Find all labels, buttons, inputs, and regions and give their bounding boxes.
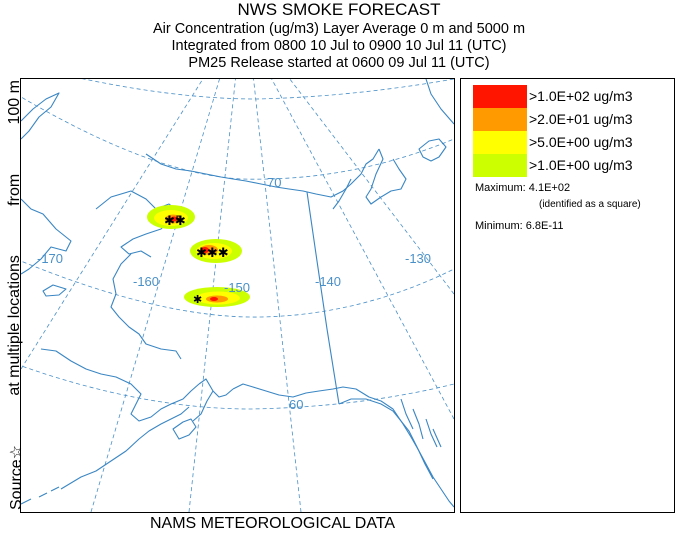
arctic-coast: [145, 148, 380, 198]
legend-swatch-yellow: [473, 131, 527, 154]
source-star-central: ✱✱✱: [196, 246, 229, 261]
yukon-delta-coast: [110, 253, 182, 360]
legend-swatch-orange: [473, 108, 527, 131]
yukon-river: [332, 178, 352, 210]
legend-swatch-lime: [473, 154, 527, 177]
latitude-60-line: [21, 365, 454, 410]
southeast-alaska-islands: [400, 398, 442, 448]
canada-arctic-coast: [425, 79, 454, 125]
aleutian-islands: [21, 486, 60, 505]
coastlines: [21, 79, 454, 508]
source-star-north: ✱✱: [164, 214, 186, 229]
longitude-minus130-line: [271, 79, 454, 420]
concentration-layer-subtitle: Air Concentration (ug/m3) Layer Average …: [152, 21, 526, 37]
chukotka-coast: [21, 198, 72, 275]
border-141-meridian: [306, 191, 340, 405]
latitude-inner-line: [82, 79, 454, 100]
lon-minus150-label: -150: [224, 280, 250, 295]
st-lawrence-island: [42, 284, 67, 297]
legend-swatch-red: [473, 85, 527, 108]
minimum-value: Minimum: 6.8E-11: [475, 220, 564, 232]
kodiak-island: [172, 418, 197, 440]
lat-70-label: 70: [267, 175, 281, 190]
plume-south: [184, 287, 250, 307]
latitude-70-line: [21, 96, 454, 180]
legend-label-gt-5e00: >5.0E+00 ug/m3: [529, 134, 633, 150]
gulf-of-alaska-coast: [232, 383, 454, 508]
border-southeast-panhandle: [338, 398, 434, 480]
lon-minus140-label: -140: [315, 274, 341, 289]
legend-panel: >1.0E+02 ug/m3 >2.0E+01 ug/m3 >5.0E+00 u…: [460, 78, 675, 513]
legend-label-gt-1e02: >1.0E+02 ug/m3: [529, 88, 633, 104]
smoke-plumes: [147, 205, 250, 307]
alaska-smoke-map: ✱✱ ✱✱✱ ✱ 70 60 -170 -160 -150 -140 -130: [21, 79, 454, 512]
maximum-value: Maximum: 4.1E+02: [475, 182, 571, 194]
canadian-islands: [418, 138, 447, 162]
alaska-peninsula-coast: [60, 406, 190, 490]
release-start-subtitle: PM25 Release started at 0600 09 Jul 11 (…: [188, 55, 490, 71]
graticule: [21, 79, 454, 512]
lon-minus130-label: -130: [405, 251, 431, 266]
legend-label-gt-1e00: >1.0E+00 ug/m3: [529, 157, 633, 173]
lon-minus160-label: -160: [133, 274, 159, 289]
longitude-minus140-line: [253, 79, 302, 512]
bristol-bay-coast: [40, 348, 200, 422]
maximum-square-marker: [176, 215, 182, 221]
map-panel[interactable]: ✱✱ ✱✱✱ ✱ 70 60 -170 -160 -150 -140 -130: [20, 78, 455, 513]
lon-minus170-label: -170: [37, 251, 63, 266]
longitude-minus160-line: [90, 79, 220, 512]
latitude-outer-line: [21, 260, 454, 318]
maximum-note: (identified as a square): [539, 199, 641, 210]
longitude-minus170-line: [21, 79, 204, 370]
integration-period-subtitle: Integrated from 0800 10 Jul to 0900 10 J…: [171, 38, 507, 54]
meteorological-data-label: NAMS METEOROLOGICAL DATA: [150, 515, 396, 532]
alaska-canada-border: [306, 191, 434, 480]
forecast-title: NWS SMOKE FORECAST: [237, 0, 441, 19]
beaufort-coast: [365, 148, 407, 205]
source-star-south: ✱: [193, 293, 202, 306]
russia-coast: [21, 92, 60, 140]
plume-central: [190, 239, 242, 263]
legend-label-gt-2e01: >2.0E+01 ug/m3: [529, 111, 633, 127]
lat-60-label: 60: [289, 397, 303, 412]
cook-inlet-coast: [192, 378, 234, 422]
graticule-labels: 70 60 -170 -160 -150 -140 -130: [37, 175, 431, 412]
fire-source-markers: ✱✱ ✱✱✱ ✱: [164, 214, 229, 306]
